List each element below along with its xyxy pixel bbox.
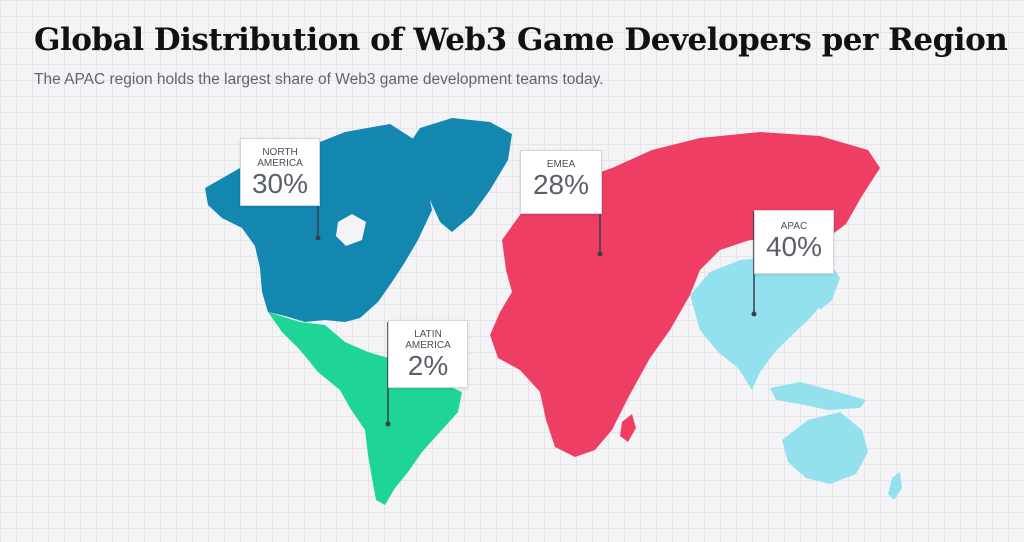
madagascar-shape xyxy=(620,414,636,442)
callout-latin-america-value: 2% xyxy=(407,350,449,381)
callout-latin-america: LATIN AMERICA 2% xyxy=(388,320,468,388)
callout-apac-label: APAC xyxy=(780,221,808,232)
callout-apac: APAC 40% xyxy=(754,210,834,274)
australia-shape xyxy=(782,412,868,484)
callout-emea-label: EMEA xyxy=(546,159,576,170)
callout-emea-value: 28% xyxy=(532,169,590,200)
callout-north-america-label: NORTH AMERICA xyxy=(257,147,303,169)
chart-title: Global Distribution of Web3 Game Develop… xyxy=(34,22,1008,58)
callout-latin-america-label: LATIN AMERICA xyxy=(405,329,451,351)
callout-apac-value: 40% xyxy=(765,231,823,262)
hudson-bay-shape xyxy=(336,214,366,246)
chart-subtitle: The APAC region holds the largest share … xyxy=(34,71,604,88)
latin-america-shape xyxy=(268,312,462,505)
callout-north-america: NORTH AMERICA 30% xyxy=(240,138,320,206)
callout-emea: EMEA 28% xyxy=(520,150,602,214)
greenland-shape xyxy=(405,118,512,232)
southeast-asia-islands-shape xyxy=(770,382,866,410)
new-zealand-shape xyxy=(888,472,902,500)
apac-mainland-shape xyxy=(690,256,828,390)
japan-shape xyxy=(816,266,840,310)
callout-north-america-value: 30% xyxy=(251,168,309,199)
